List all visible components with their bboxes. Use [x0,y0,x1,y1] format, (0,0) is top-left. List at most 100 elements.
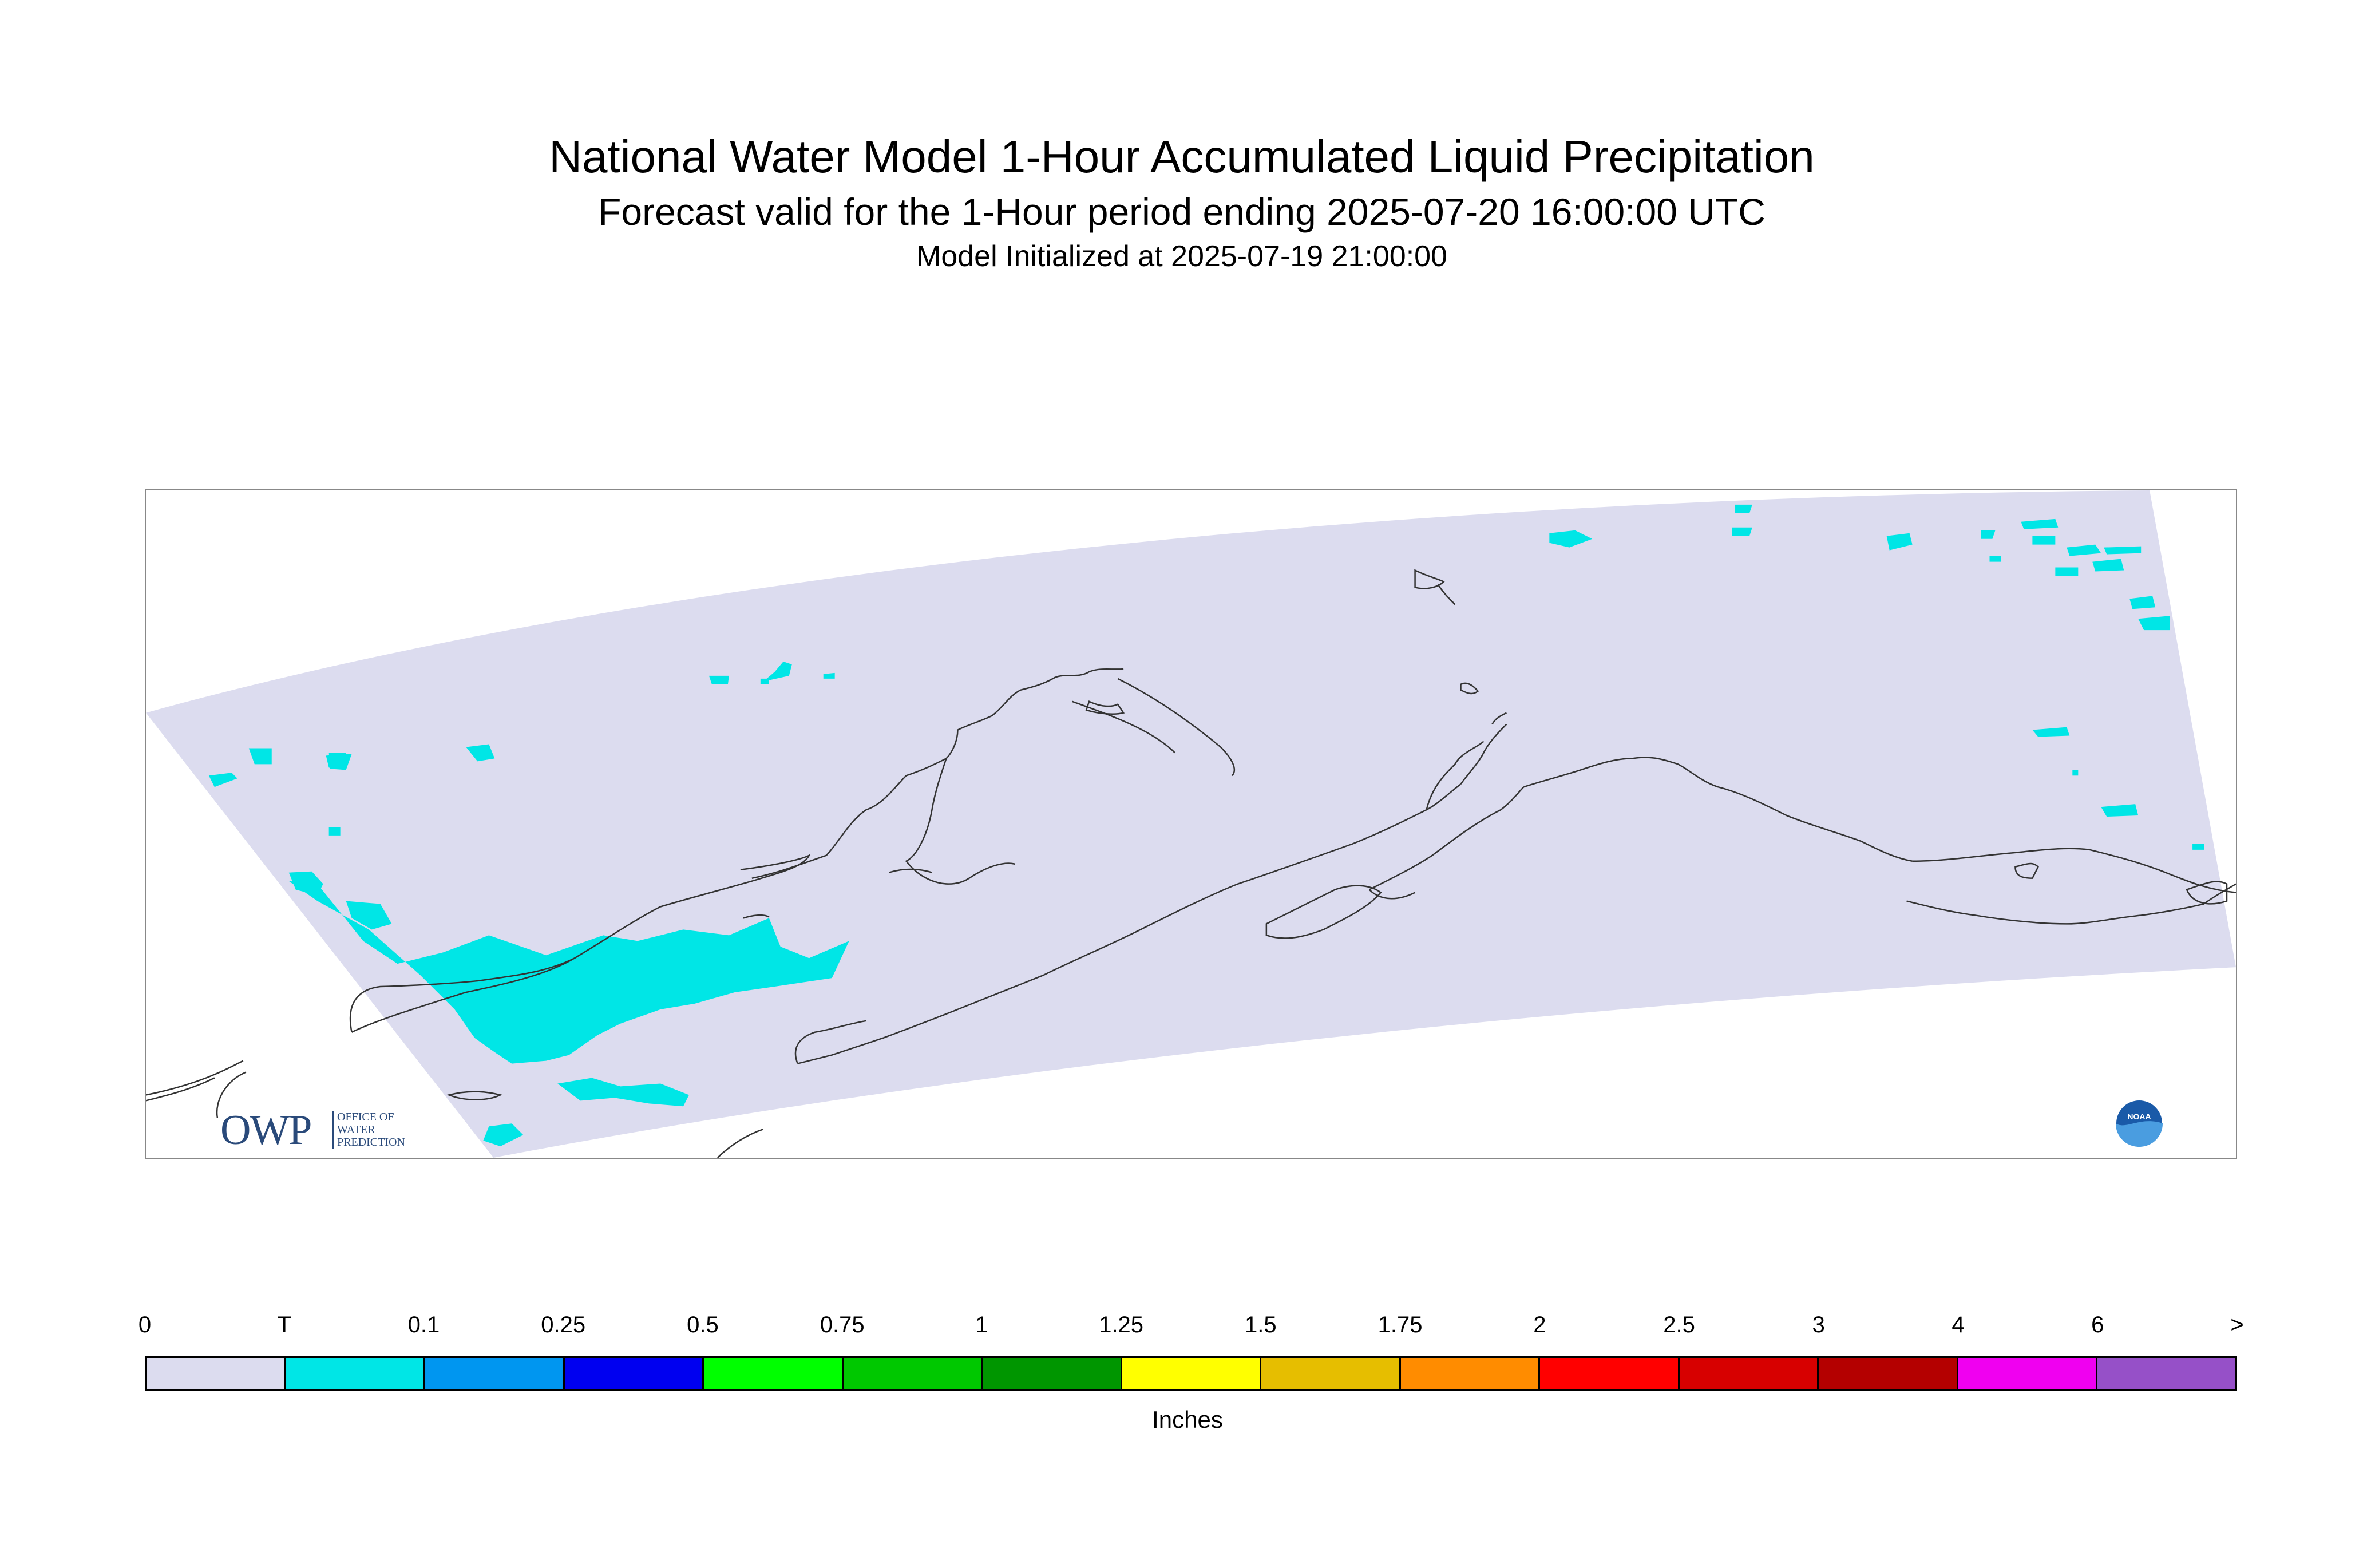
legend-tick-label: 0.75 [820,1312,865,1337]
legend-color-cell [843,1358,983,1389]
legend-tick-label: 1.5 [1245,1312,1277,1337]
precip-patch-left3 [466,744,495,762]
precip-patch-mid4 [823,672,835,679]
coastline-southwest-peninsula [146,1060,247,1118]
coastline-southeast-tail [717,1128,764,1158]
legend-tick-labels: 0 T 0.1 0.25 0.5 0.75 1 1.25 1.5 1.75 2 2.5 3 4 6 > [0,1310,2375,1345]
legend-color-cell [1261,1358,1401,1389]
coastline-prince-william [1523,757,1913,862]
precip-patch-ne3 [2032,536,2056,545]
legend-color-cell [704,1358,844,1389]
legend-tick-label: 1 [975,1312,988,1337]
coastline-southwest-tip [146,1077,215,1102]
legend-color-cell [1122,1358,1262,1389]
precip-patch-left1 [208,773,238,787]
precip-patch-east4 [2192,844,2204,850]
precip-patch-sw-edge2 [346,901,392,930]
precip-patch-mid3 [763,661,792,682]
coastline-kodiak [1265,885,1382,939]
legend-color-cell [1679,1358,1819,1389]
precip-patch-southwest [288,881,849,1064]
precip-patch-ne1 [1981,530,1996,539]
precip-patch-nw-5 [328,755,346,769]
precip-patch-ne2 [2021,518,2059,529]
precip-patch-bottom [483,1123,524,1147]
legend-color-cell [1958,1358,2098,1389]
island-pribilof [446,1091,502,1100]
legend-tick-label: 4 [1952,1312,1965,1337]
legend-tick-label: T [277,1312,291,1337]
island-nunivak [1085,700,1125,715]
coastline-north-island2 [1491,712,1507,725]
precipitation-legend [145,1356,2237,1391]
legend-tick-label: > [2230,1312,2244,1337]
precip-patch-left4 [328,826,341,836]
noaa-logo-text: NOAA [2127,1112,2151,1121]
legend-tick-label: 2 [1533,1312,1546,1337]
owp-logo: OWP OFFICE OF WATER PREDICTION [220,1107,409,1157]
precip-patch-ne5 [2104,546,2142,555]
precip-patch-north2 [1735,504,1752,513]
legend-tick-label: 0 [138,1312,152,1337]
map-title: National Water Model 1-Hour Accumulated … [549,131,1815,182]
island-stmatthew [743,914,770,919]
owp-logo-letters: OWP [220,1107,312,1154]
legend-color-cell [1540,1358,1680,1389]
precip-patch-north4 [1886,533,1913,551]
coastline-east-box2 [2186,881,2228,905]
precipitation-areas [208,504,2204,1147]
precip-patch-left2 [248,748,272,765]
precip-patch-south [557,1078,689,1107]
coastline-east-box1 [2014,862,2039,879]
legend-tick-label: 6 [2091,1312,2104,1337]
coastline-alaska-main [751,668,1124,879]
precip-patch-east2 [2072,770,2079,776]
legend-color-cell [425,1358,565,1389]
coastline-canada-border [1906,883,2236,925]
legend-tick-label: 0.25 [541,1312,586,1337]
noaa-logo: NOAA [2115,1099,2163,1147]
legend-tick-label: 2.5 [1663,1312,1695,1337]
coastline-cook-inlet [1426,723,1507,810]
map-subtitle: Forecast valid for the 1-Hour period end… [598,191,1766,233]
model-domain [146,490,2236,1158]
precip-patch-north3 [1732,527,1752,536]
coastline-kenai [1368,786,1525,900]
coastlines [146,569,2236,1158]
coastline-alaska-peninsula [794,783,1462,1064]
legend-units: Inches [1152,1406,1223,1433]
owp-logo-subtext: OFFICE OF WATER PREDICTION [332,1111,411,1149]
legend-color-cell [1400,1358,1541,1389]
precip-patch-ne6 [2092,559,2124,572]
legend-tick-label: 1.75 [1378,1312,1423,1337]
precip-patch-east1 [2032,727,2070,737]
coastline-north-island1 [1460,682,1479,695]
legend-tick-label: 0.5 [687,1312,719,1337]
precip-patch-mid1 [708,675,729,684]
model-init-line: Model Initialized at 2025-07-19 21:00:00 [916,240,1447,273]
precip-patch-ne4 [2067,544,2101,556]
precip-patch-ne10 [2138,616,2170,631]
precip-patch-ne7 [2055,567,2079,576]
legend-tick-label: 3 [1812,1312,1825,1337]
coastline-mainland-west [349,854,811,1033]
island-bristol [889,868,932,873]
legend-color-cell [2097,1358,2235,1389]
legend-tick-label: 0.1 [407,1312,440,1337]
map-canvas[interactable] [146,490,2236,1158]
legend-color-cell [286,1358,426,1389]
island-nelson [1437,584,1456,605]
map-frame[interactable]: OWP OFFICE OF WATER PREDICTION NOAA [145,489,2237,1159]
coastline-southeast [1912,848,2236,893]
legend-tick-label: 1.25 [1099,1312,1144,1337]
legend-color-cell [147,1358,286,1389]
island-stlawrence [1414,569,1445,589]
precip-patch-north1 [1549,530,1593,548]
precip-patch-ne8 [1989,556,2001,562]
legend-color-cell [983,1358,1122,1389]
legend-color-cell [1819,1358,1958,1389]
precip-patch-sw-edge [288,871,323,896]
legend-color-cell [564,1358,704,1389]
coastline-bristol-bay [905,758,1015,885]
precip-patch-east3 [2101,804,2139,817]
